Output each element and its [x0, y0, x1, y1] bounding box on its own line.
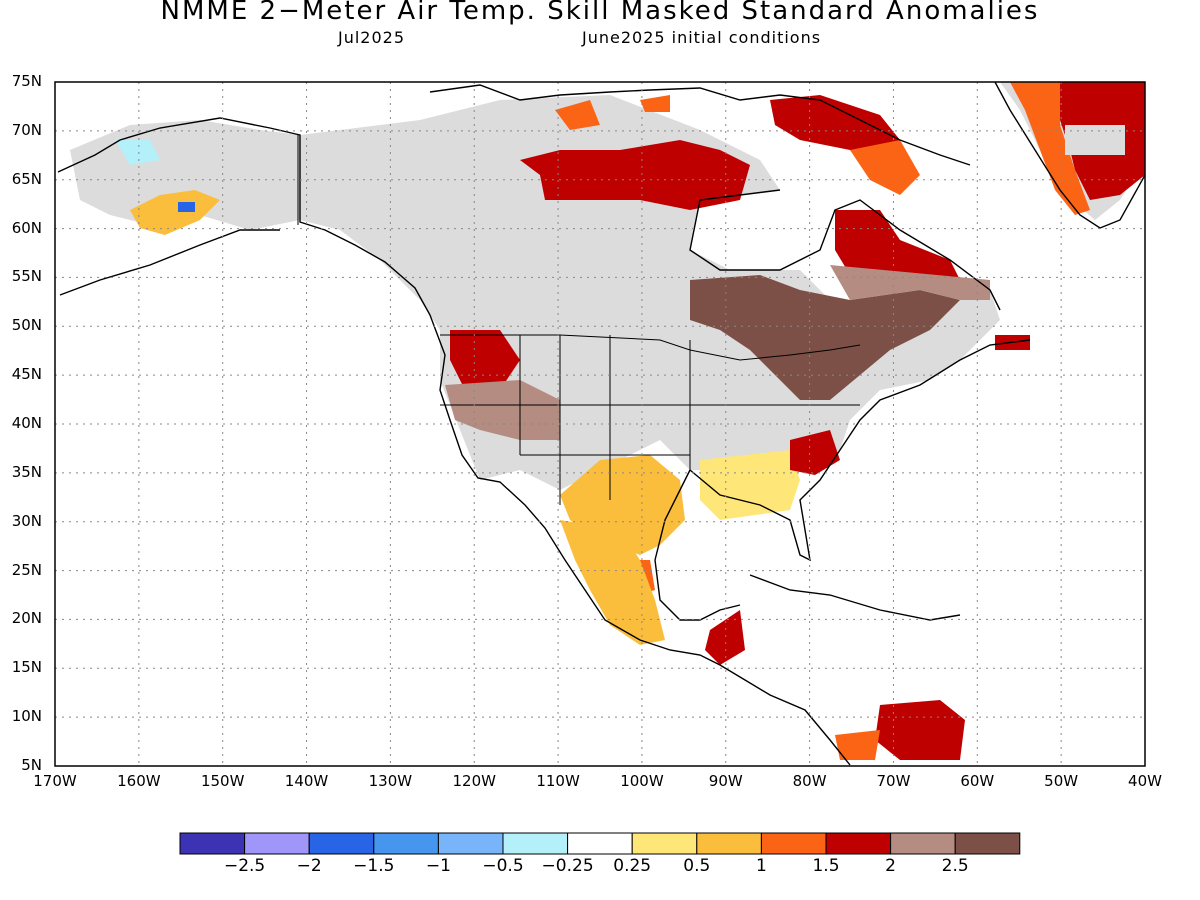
colorbar-swatch: [760, 832, 827, 855]
colorbar-swatch: [567, 832, 633, 855]
anomaly-central-america: [705, 610, 745, 665]
lon-tick-label: 90W: [708, 772, 743, 790]
lon-tick-label: 110W: [536, 772, 580, 790]
anomaly-mexico: [560, 520, 665, 645]
lon-tick-label: 170W: [33, 772, 77, 790]
lat-tick-label: 70N: [11, 120, 42, 139]
lon-tick-label: 70W: [876, 772, 911, 790]
colorbar-swatch: [308, 832, 375, 855]
anomaly-alaska-cold: [115, 140, 160, 165]
initial-conditions: June2025 initial conditions: [582, 28, 822, 47]
anomaly-eastern-canada-light: [830, 265, 990, 300]
lon-tick-label: 100W: [620, 772, 664, 790]
anomaly-baffin: [770, 95, 900, 160]
lon-tick-label: 40W: [1128, 772, 1162, 790]
colorbar-label: −1.5: [353, 856, 395, 876]
colorbar-label: −1: [425, 856, 451, 876]
colorbar-label: −2.5: [223, 856, 266, 876]
anomaly-arctic-canada: [520, 140, 750, 210]
lon-tick-label: 150W: [200, 772, 245, 790]
colorbar-label: −0.5: [482, 856, 524, 876]
colorbar-swatch: [373, 832, 439, 855]
colorbar-label: 0.25: [613, 856, 652, 876]
colorbar-swatch: [179, 832, 246, 855]
lon-tick-label: 60W: [960, 772, 995, 790]
lat-tick-label: 75N: [11, 72, 42, 90]
colorbar-label: 0.5: [683, 856, 711, 876]
lat-tick-label: 20N: [11, 609, 42, 628]
colorbar-label: 2: [885, 856, 897, 876]
anomaly-alaska-cool: [178, 202, 195, 212]
colorbar-swatch: [825, 832, 892, 855]
greenland-gray-patch: [1065, 125, 1125, 155]
anomaly-carolinas: [790, 430, 840, 475]
anomaly-south-america-orange: [835, 730, 880, 760]
lat-tick-label: 60N: [11, 218, 42, 237]
colorbar-label: 1.5: [812, 856, 840, 876]
lat-tick-label: 35N: [11, 462, 42, 481]
colorbar-swatch: [437, 832, 504, 855]
anomaly-pacific-nw: [450, 330, 520, 390]
graticule: [55, 82, 1145, 766]
lon-tick-label: 140W: [284, 772, 329, 790]
lat-tick-label: 45N: [11, 365, 42, 384]
lat-tick-label: 40N: [11, 414, 42, 432]
colorbar-swatch: [244, 832, 310, 855]
lat-tick-label: 65N: [11, 169, 42, 188]
anomaly-greenland-edge: [1010, 82, 1090, 215]
colorbar-label: 1: [755, 856, 767, 876]
coastlines: [57, 82, 1145, 766]
anomaly-arctic-islands: [555, 95, 670, 130]
anomaly-southeast: [700, 450, 800, 520]
political-borders: [297, 135, 861, 505]
lon-tick-label: 120W: [452, 772, 496, 790]
anomaly-baffin-orange: [850, 140, 920, 195]
lat-tick-label: 10N: [11, 707, 42, 726]
colorbar-label: −0.25: [541, 856, 594, 876]
colorbar-swatch: [631, 832, 698, 855]
lon-tick-label: 130W: [368, 772, 413, 790]
lon-tick-label: 80W: [792, 772, 827, 790]
colorbar-swatch: [502, 832, 569, 855]
lat-tick-label: 15N: [11, 658, 42, 677]
colorbar-swatch: [890, 832, 956, 855]
map-title: NMME 2−Meter Air Temp. Skill Masked Stan…: [160, 0, 1040, 26]
lat-tick-label: 30N: [11, 511, 42, 530]
target-month: Jul2025: [338, 28, 406, 47]
lon-tick-label: 50W: [1044, 772, 1079, 790]
lat-tick-label: 55N: [11, 267, 42, 286]
colorbar-label: −2: [296, 856, 322, 876]
anomaly-eastern-canada: [690, 275, 960, 400]
anomaly-south-america: [875, 700, 965, 760]
colorbar-swatch: [696, 832, 762, 855]
lat-tick-label: 25N: [11, 560, 42, 579]
colorbar-label: 2.5: [941, 856, 969, 876]
colorbar: [179, 832, 1021, 855]
lat-tick-label: 5N: [21, 756, 42, 774]
anomaly-alaska: [130, 190, 220, 235]
lat-tick-label: 50N: [11, 316, 42, 335]
colorbar-swatch: [954, 832, 1021, 855]
map-frame: [54, 81, 1146, 767]
lon-tick-label: 160W: [117, 772, 161, 790]
